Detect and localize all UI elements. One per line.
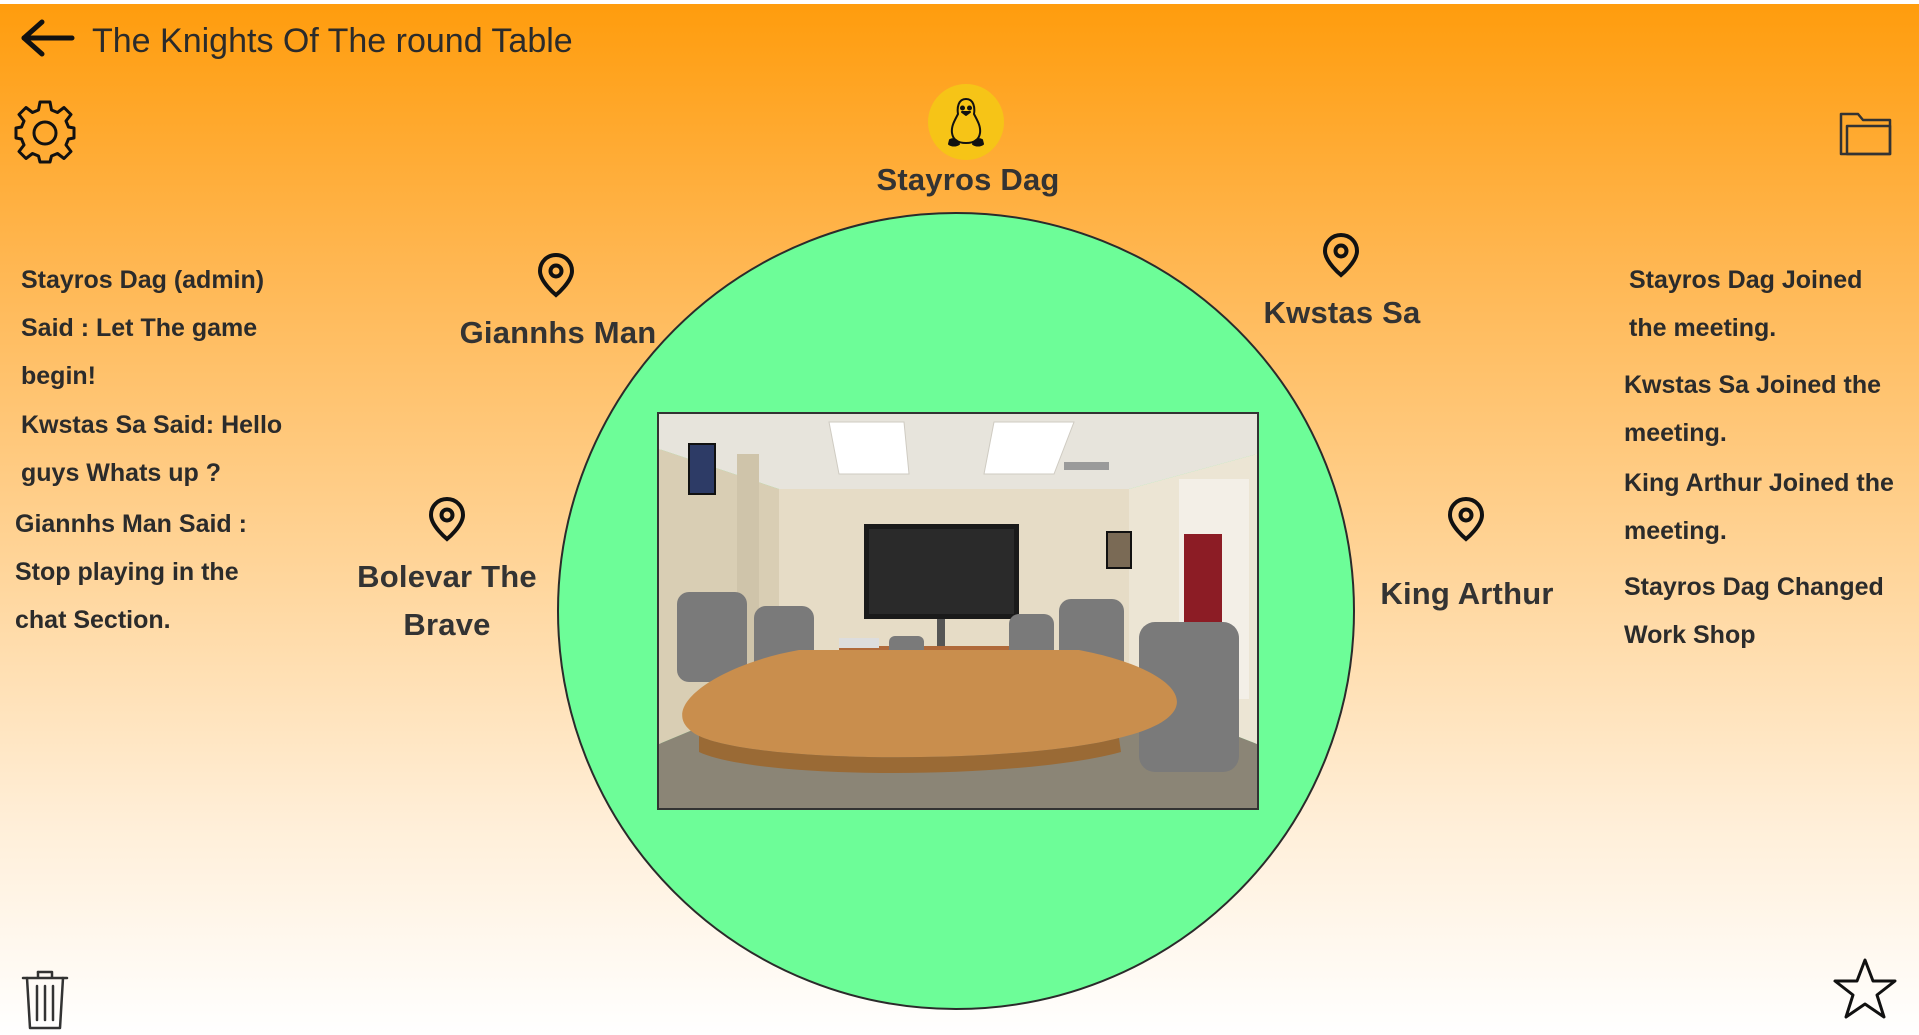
location-pin-icon — [1321, 232, 1361, 278]
log-line: Kwstas Sa Joined the — [1624, 371, 1882, 399]
log-line: meeting. — [1624, 419, 1727, 447]
log-line: the meeting. — [1629, 314, 1777, 342]
favorite-button[interactable] — [1832, 956, 1898, 1022]
conference-room-image — [657, 412, 1259, 810]
chat-line: chat Section. — [15, 606, 171, 634]
chat-line: begin! — [21, 362, 96, 390]
arrow-left-icon — [20, 18, 76, 58]
seat-marker-top-right[interactable] — [1321, 232, 1361, 278]
chat-line: guys Whats up ? — [21, 459, 221, 487]
chat-line: Said : Let The game — [21, 314, 258, 342]
back-button[interactable] — [20, 18, 76, 58]
settings-button[interactable] — [12, 98, 78, 164]
chat-line: Stayros Dag (admin) — [21, 266, 265, 294]
seat-name-left: Bolevar The Brave — [357, 559, 537, 642]
seat-marker-right[interactable] — [1446, 496, 1486, 542]
log-line: meeting. — [1624, 517, 1727, 545]
log-line: Stayros Dag Changed — [1624, 573, 1884, 601]
linux-penguin-icon — [946, 96, 986, 153]
location-pin-icon — [427, 496, 467, 542]
delete-button[interactable] — [20, 968, 70, 1032]
seat-marker-top-left[interactable] — [536, 252, 576, 298]
seat-name-top-right: Kwstas Sa — [1263, 295, 1421, 330]
log-line: Work Shop — [1624, 621, 1756, 649]
location-pin-icon — [536, 252, 576, 298]
seat-name-top-left: Giannhs Man — [459, 315, 657, 350]
chat-line: Stop playing in the — [15, 558, 239, 586]
seat-marker-left[interactable] — [427, 496, 467, 542]
avatar[interactable] — [928, 84, 1004, 160]
seat-name-right: King Arthur — [1380, 576, 1554, 611]
gear-icon — [12, 98, 78, 164]
chat-line: Giannhs Man Said : — [15, 510, 247, 538]
folder-icon — [1838, 106, 1894, 158]
page-title: The Knights Of The round Table — [92, 22, 573, 60]
log-line: Stayros Dag Joined — [1629, 266, 1863, 294]
location-pin-icon — [1446, 496, 1486, 542]
log-line: King Arthur Joined the — [1624, 469, 1894, 497]
folder-button[interactable] — [1838, 106, 1894, 158]
trash-icon — [20, 968, 70, 1032]
seat-name-top: Stayros Dag — [876, 162, 1060, 197]
top-edge — [0, 0, 1919, 4]
star-icon — [1832, 956, 1898, 1022]
chat-line: Kwstas Sa Said: Hello — [21, 411, 283, 439]
